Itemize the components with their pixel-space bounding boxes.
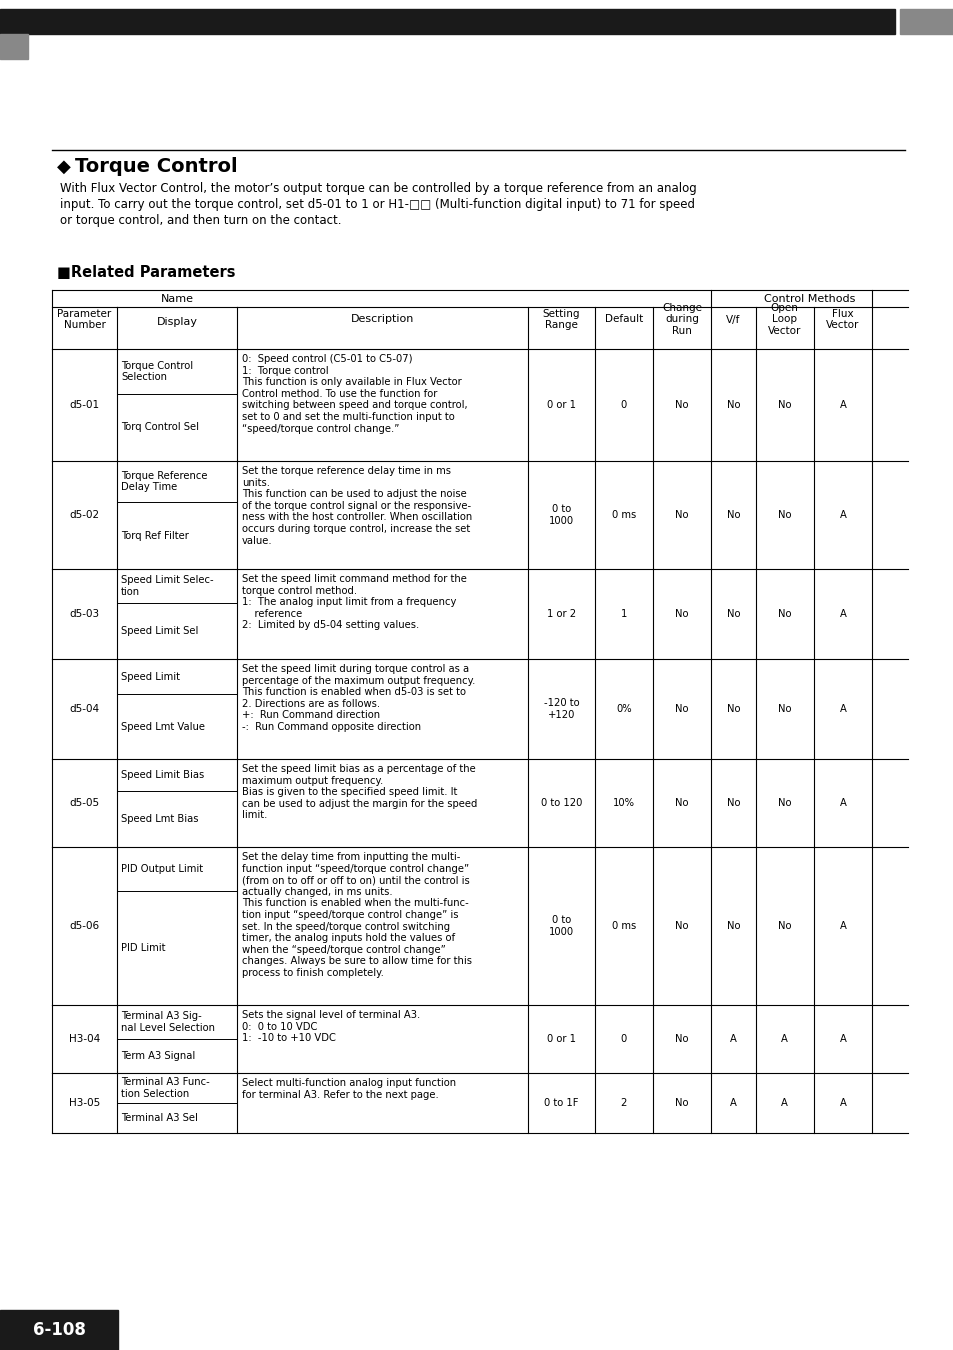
Text: A: A bbox=[839, 400, 845, 410]
Text: 0 to 1F: 0 to 1F bbox=[543, 1098, 578, 1108]
Text: No: No bbox=[675, 1098, 688, 1108]
Text: No: No bbox=[777, 510, 791, 520]
Text: A: A bbox=[729, 1034, 736, 1044]
Text: V/f: V/f bbox=[725, 315, 740, 324]
Text: No: No bbox=[777, 609, 791, 620]
Text: A: A bbox=[839, 921, 845, 931]
Text: No: No bbox=[726, 609, 740, 620]
Text: No: No bbox=[777, 798, 791, 809]
Text: 2: 2 bbox=[620, 1098, 626, 1108]
Text: A: A bbox=[781, 1098, 787, 1108]
Text: 0 or 1: 0 or 1 bbox=[546, 400, 576, 410]
Text: No: No bbox=[726, 798, 740, 809]
Text: 0:  Speed control (C5-01 to C5-07)
1:  Torque control
This function is only avai: 0: Speed control (C5-01 to C5-07) 1: Tor… bbox=[242, 354, 467, 433]
Text: Select multi-function analog input function
for terminal A3. Refer to the next p: Select multi-function analog input funct… bbox=[242, 1079, 456, 1100]
Text: A: A bbox=[729, 1098, 736, 1108]
Text: Term A3 Signal: Term A3 Signal bbox=[121, 1052, 195, 1061]
Text: Torque Control
Selection: Torque Control Selection bbox=[121, 360, 193, 382]
Text: d5-02: d5-02 bbox=[70, 510, 99, 520]
Text: 0: 0 bbox=[620, 400, 626, 410]
Text: Default: Default bbox=[604, 315, 642, 324]
Text: With Flux Vector Control, the motor’s output torque can be controlled by a torqu: With Flux Vector Control, the motor’s ou… bbox=[60, 182, 696, 194]
Text: d5-04: d5-04 bbox=[70, 703, 99, 714]
Text: PID Output Limit: PID Output Limit bbox=[121, 864, 203, 873]
Text: Speed Limit Bias: Speed Limit Bias bbox=[121, 769, 204, 780]
Text: Speed Limit Sel: Speed Limit Sel bbox=[121, 626, 198, 636]
Text: No: No bbox=[675, 798, 688, 809]
Text: 1: 1 bbox=[620, 609, 626, 620]
Text: Terminal A3 Func-
tion Selection: Terminal A3 Func- tion Selection bbox=[121, 1077, 210, 1099]
Text: A: A bbox=[839, 703, 845, 714]
Text: Change
during
Run: Change during Run bbox=[661, 302, 701, 336]
Text: ■Related Parameters: ■Related Parameters bbox=[57, 265, 235, 279]
Text: H3-04: H3-04 bbox=[69, 1034, 100, 1044]
Text: No: No bbox=[777, 921, 791, 931]
Text: 0 or 1: 0 or 1 bbox=[546, 1034, 576, 1044]
Text: Sets the signal level of terminal A3.
0:  0 to 10 VDC
1:  -10 to +10 VDC: Sets the signal level of terminal A3. 0:… bbox=[242, 1010, 419, 1044]
Bar bbox=[0, 9, 894, 34]
Text: d5-05: d5-05 bbox=[70, 798, 99, 809]
Text: PID Limit: PID Limit bbox=[121, 944, 166, 953]
Text: 0: 0 bbox=[620, 1034, 626, 1044]
Text: Control Methods: Control Methods bbox=[763, 293, 854, 304]
Text: 1 or 2: 1 or 2 bbox=[546, 609, 576, 620]
Text: No: No bbox=[726, 510, 740, 520]
Text: No: No bbox=[675, 609, 688, 620]
Text: Torque Reference
Delay Time: Torque Reference Delay Time bbox=[121, 471, 208, 493]
Text: Terminal A3 Sig-
nal Level Selection: Terminal A3 Sig- nal Level Selection bbox=[121, 1011, 214, 1033]
Text: A: A bbox=[839, 510, 845, 520]
Text: Torq Control Sel: Torq Control Sel bbox=[121, 423, 199, 432]
Text: 6-108: 6-108 bbox=[32, 1322, 86, 1339]
Text: Set the speed limit command method for the
torque control method.
1:  The analog: Set the speed limit command method for t… bbox=[242, 574, 466, 630]
Text: d5-01: d5-01 bbox=[70, 400, 99, 410]
Text: 0 ms: 0 ms bbox=[611, 510, 636, 520]
Text: 0 to
1000: 0 to 1000 bbox=[548, 915, 574, 937]
Text: No: No bbox=[675, 1034, 688, 1044]
Text: 10%: 10% bbox=[612, 798, 634, 809]
Text: Description: Description bbox=[351, 315, 414, 324]
Text: Open
Loop
Vector: Open Loop Vector bbox=[767, 302, 801, 336]
Text: No: No bbox=[675, 703, 688, 714]
Text: Speed Lmt Value: Speed Lmt Value bbox=[121, 721, 205, 732]
Text: No: No bbox=[675, 921, 688, 931]
Text: Speed Lmt Bias: Speed Lmt Bias bbox=[121, 814, 198, 824]
Text: Speed Limit Selec-
tion: Speed Limit Selec- tion bbox=[121, 575, 213, 597]
Text: A: A bbox=[839, 1098, 845, 1108]
Text: or torque control, and then turn on the contact.: or torque control, and then turn on the … bbox=[60, 215, 341, 227]
Text: Set the speed limit bias as a percentage of the
maximum output frequency.
Bias i: Set the speed limit bias as a percentage… bbox=[242, 764, 476, 821]
Bar bbox=[0, 34, 28, 59]
Text: Setting
Range: Setting Range bbox=[542, 309, 579, 331]
Text: Name: Name bbox=[160, 293, 193, 304]
Text: No: No bbox=[726, 703, 740, 714]
Text: Torque Control: Torque Control bbox=[75, 157, 237, 176]
Text: Speed Limit: Speed Limit bbox=[121, 671, 180, 682]
Text: A: A bbox=[839, 798, 845, 809]
Text: Display: Display bbox=[156, 317, 197, 327]
Text: input. To carry out the torque control, set d5-01 to 1 or H1-□□ (Multi-function : input. To carry out the torque control, … bbox=[60, 198, 695, 211]
Text: No: No bbox=[726, 921, 740, 931]
Text: No: No bbox=[675, 400, 688, 410]
Text: Flux
Vector: Flux Vector bbox=[825, 309, 859, 331]
Text: 0 to 120: 0 to 120 bbox=[540, 798, 581, 809]
Text: A: A bbox=[839, 1034, 845, 1044]
Text: Terminal A3 Sel: Terminal A3 Sel bbox=[121, 1112, 197, 1123]
Text: A: A bbox=[839, 609, 845, 620]
Text: A: A bbox=[781, 1034, 787, 1044]
Text: 0 to
1000: 0 to 1000 bbox=[548, 504, 574, 525]
Text: ◆: ◆ bbox=[57, 158, 71, 176]
Bar bbox=[0, 1310, 118, 1350]
Text: d5-06: d5-06 bbox=[70, 921, 99, 931]
Text: H3-05: H3-05 bbox=[69, 1098, 100, 1108]
Text: -120 to
+120: -120 to +120 bbox=[543, 698, 578, 720]
Text: No: No bbox=[777, 400, 791, 410]
Text: Set the delay time from inputting the multi-
function input “speed/torque contro: Set the delay time from inputting the mu… bbox=[242, 852, 472, 977]
Text: Set the torque reference delay time in ms
units.
This function can be used to ad: Set the torque reference delay time in m… bbox=[242, 466, 472, 545]
Text: Set the speed limit during torque control as a
percentage of the maximum output : Set the speed limit during torque contro… bbox=[242, 664, 475, 732]
Text: 0%: 0% bbox=[616, 703, 631, 714]
Text: No: No bbox=[726, 400, 740, 410]
Text: Parameter
Number: Parameter Number bbox=[57, 309, 112, 331]
Text: No: No bbox=[777, 703, 791, 714]
Text: Torq Ref Filter: Torq Ref Filter bbox=[121, 531, 189, 540]
Text: d5-03: d5-03 bbox=[70, 609, 99, 620]
Text: 0 ms: 0 ms bbox=[611, 921, 636, 931]
